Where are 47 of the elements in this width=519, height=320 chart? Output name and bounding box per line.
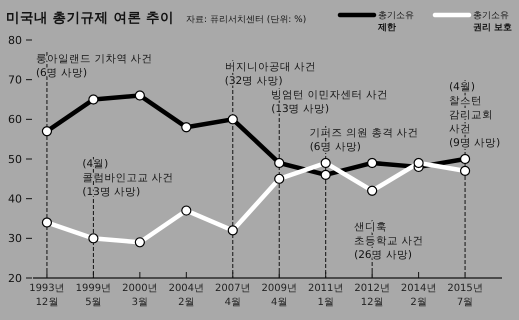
x-tick-label: 2014년 2월	[400, 283, 436, 308]
x-tick-label: 2007년 4월	[215, 283, 250, 308]
point	[228, 114, 238, 124]
point	[181, 122, 192, 132]
point	[228, 225, 238, 236]
chart-subtitle: 자료: 퓨리서치센터 (단위: %)	[186, 15, 306, 25]
y-tick-label: 60	[8, 113, 22, 126]
point	[460, 154, 470, 164]
ref-line-label: (4월) 찰스턴 감리교회 사건 (9명 사망)	[449, 81, 500, 149]
x-tick-label: 2015년 7월	[447, 283, 483, 308]
point	[460, 166, 470, 176]
point	[274, 158, 284, 168]
point	[181, 205, 192, 216]
point	[88, 94, 98, 105]
legend-label: 총기소유 제한	[377, 11, 414, 33]
point	[414, 158, 424, 168]
y-tick-label: 30	[8, 232, 22, 246]
chart-title: 미국내 총기규제 여론 추이	[6, 10, 174, 26]
ref-line-label: 기퍼즈 의원 총격 사건 (6명 사망)	[310, 127, 419, 153]
point	[367, 186, 378, 196]
ref-line-label: 버지니아공대 사건 (32명 사망)	[224, 61, 316, 87]
ref-line-label: 샌디훅 초등학교 사건 (26명 사망)	[354, 221, 424, 261]
x-tick-label: 2000년 3월	[122, 283, 158, 308]
y-tick-label: 20	[8, 272, 22, 285]
x-tick-label: 2011년 1월	[308, 283, 344, 308]
point	[134, 90, 145, 101]
point	[42, 217, 52, 228]
point	[367, 158, 378, 168]
y-tick-label: 70	[8, 74, 22, 87]
x-tick-label: 1999년 5월	[76, 283, 112, 308]
point	[320, 158, 331, 168]
ref-line-label: 룽아일랜드 기차역 사건 (6명 사망)	[36, 53, 153, 79]
point	[320, 170, 331, 180]
x-tick-label: 1993년 12월	[29, 283, 65, 308]
y-tick-label: 80	[8, 34, 22, 47]
y-tick-label: 40	[8, 192, 22, 206]
ref-line-label: 빙엄턴 이민자센터 사건 (13명 사망)	[271, 89, 388, 115]
x-tick-label: 2012년 12월	[354, 283, 390, 308]
x-tick-label: 2009년 4월	[262, 283, 297, 308]
point	[134, 237, 145, 248]
point	[274, 174, 284, 184]
x-tick-label: 2004년 2월	[168, 283, 204, 308]
point	[88, 233, 98, 244]
legend-label: 총기소유 권리 보호	[473, 11, 512, 33]
ref-line-label: (4월) 콜럼바인고교 사건 (13명 사망)	[82, 158, 174, 198]
point	[42, 126, 52, 136]
y-tick-label: 50	[8, 152, 22, 166]
